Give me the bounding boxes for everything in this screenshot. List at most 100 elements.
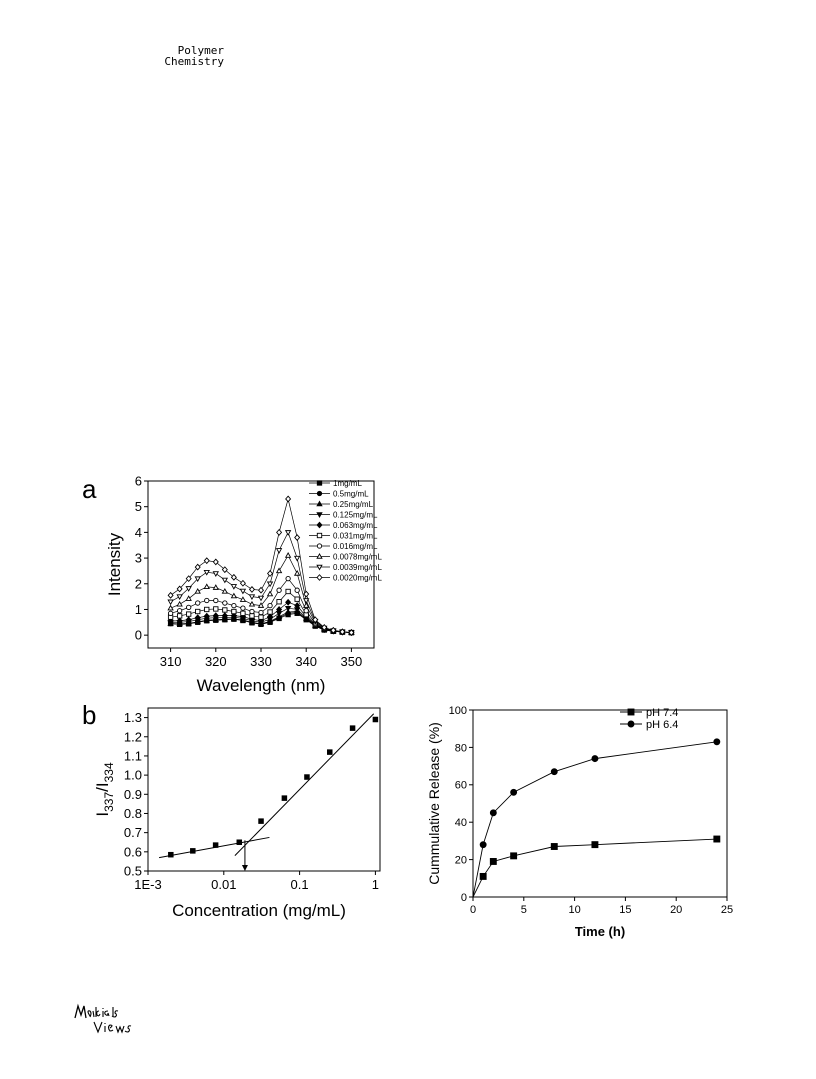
a-data-point bbox=[293, 570, 301, 576]
a-data-point bbox=[267, 602, 273, 609]
b2-plot-frame bbox=[472, 709, 728, 898]
chart-cumulative-release: 0 5 10 15 20 25 0 20 40 60 80 100 pH 7.4pH 6.4 Time (… bbox=[426, 705, 733, 939]
b1-y-axis-title-part: /I bbox=[93, 782, 112, 791]
a-data-point bbox=[285, 598, 292, 606]
a-data-point bbox=[239, 579, 246, 587]
b1-y-tick-label: 0.6 bbox=[124, 844, 142, 859]
a-legend-marker bbox=[316, 490, 323, 497]
b1-data-point bbox=[304, 774, 310, 780]
a-legend-label: 0.031mg/mL bbox=[333, 532, 378, 541]
b2-data-point bbox=[713, 835, 721, 843]
a-data-point bbox=[257, 595, 265, 602]
b2-legend-label: pH 6.4 bbox=[646, 719, 678, 731]
a-data-point bbox=[267, 613, 274, 621]
a-data-point bbox=[294, 587, 300, 593]
a-data-point bbox=[212, 584, 219, 590]
a-legend-label: 0.0020mg/mL bbox=[333, 574, 382, 583]
panel-label-a: a bbox=[82, 474, 97, 504]
b1-y-tick-label: 0.5 bbox=[124, 864, 142, 879]
a-legend-label: 0.0078mg/mL bbox=[333, 553, 382, 562]
a-data-point bbox=[275, 548, 283, 554]
a-data-point bbox=[194, 576, 201, 583]
a-data-point bbox=[195, 600, 201, 606]
b1-data-point bbox=[327, 749, 333, 755]
b1-y-tick-label: 1.0 bbox=[124, 768, 142, 783]
b2-x-tick-label: 25 bbox=[721, 904, 733, 916]
a-data-point bbox=[276, 606, 283, 613]
b1-data-point bbox=[372, 716, 379, 723]
a-x-tick-label: 310 bbox=[160, 654, 182, 669]
b1-data-point bbox=[281, 795, 288, 801]
a-data-point bbox=[276, 599, 282, 605]
b2-y-tick-label: 100 bbox=[449, 705, 467, 717]
b1-data-point bbox=[349, 725, 356, 731]
a-data-point bbox=[248, 594, 256, 601]
a-legend-marker bbox=[316, 500, 323, 507]
b2-y-tick-label: 0 bbox=[461, 892, 467, 904]
a-data-point bbox=[267, 609, 273, 615]
a-data-point bbox=[203, 557, 210, 565]
a-data-point bbox=[257, 617, 265, 625]
a-data-point bbox=[293, 555, 301, 562]
a-y-tick-label: 6 bbox=[135, 474, 142, 489]
a-legend-marker bbox=[316, 521, 323, 529]
b2-data-point bbox=[591, 841, 599, 849]
a-data-point bbox=[266, 581, 274, 588]
a-x-tick-label: 320 bbox=[205, 654, 227, 669]
b1-y-tick-label: 1.3 bbox=[124, 710, 142, 725]
a-data-point bbox=[203, 569, 210, 576]
a-data-point bbox=[204, 606, 210, 613]
a-data-point bbox=[294, 534, 301, 541]
b1-data-point bbox=[212, 842, 219, 848]
a-legend-marker bbox=[316, 532, 323, 539]
b2-legend-label: pH 7.4 bbox=[646, 707, 678, 719]
a-y-tick-label: 1 bbox=[135, 602, 142, 617]
a-legend-label: 1mg/mL bbox=[333, 479, 362, 488]
journal-name: Polymer Chemistry bbox=[158, 45, 224, 67]
a-legend-label: 0.25mg/mL bbox=[333, 500, 374, 509]
b2-data-point bbox=[479, 841, 487, 849]
b1-x-tick-label: 1E-3 bbox=[134, 877, 161, 892]
a-data-point bbox=[266, 590, 274, 597]
a-data-point bbox=[248, 600, 256, 607]
a-data-point bbox=[167, 604, 174, 611]
b2-data-point bbox=[550, 843, 558, 850]
a-data-point bbox=[230, 584, 238, 590]
a-y-tick-label: 4 bbox=[135, 525, 142, 540]
b1-y-axis-title-part: 334 bbox=[102, 762, 116, 782]
panel-label-b: b bbox=[82, 700, 97, 730]
a-legend-label: 0.125mg/mL bbox=[333, 511, 378, 520]
b2-x-tick-label: 20 bbox=[670, 904, 682, 916]
a-data-point bbox=[249, 608, 255, 615]
a-data-point bbox=[204, 597, 210, 604]
b1-cmc-arrow-head bbox=[241, 865, 248, 871]
b1-fit-line bbox=[234, 713, 375, 857]
a-data-point bbox=[249, 613, 255, 619]
a-y-axis-title: Intensity bbox=[105, 532, 124, 596]
a-data-point bbox=[221, 577, 229, 584]
a-data-point bbox=[222, 607, 228, 613]
a-data-point bbox=[194, 614, 201, 622]
a-data-point bbox=[185, 616, 192, 624]
a-legend-marker bbox=[316, 574, 323, 581]
b2-data-point bbox=[479, 872, 487, 880]
a-y-tick-label: 3 bbox=[135, 551, 142, 566]
a-y-tick-label: 5 bbox=[135, 499, 142, 514]
b1-y-tick-label: 1.2 bbox=[124, 729, 142, 744]
a-data-point bbox=[186, 611, 192, 617]
b2-data-point bbox=[489, 809, 497, 817]
a-data-point bbox=[284, 608, 292, 615]
a-data-point bbox=[321, 624, 328, 631]
b1-y-tick-label: 1.1 bbox=[124, 748, 142, 763]
a-x-axis-title: Wavelength (nm) bbox=[197, 676, 326, 695]
a-data-point bbox=[213, 597, 219, 604]
b2-legend-marker bbox=[627, 708, 635, 716]
b1-data-point bbox=[168, 851, 174, 858]
a-data-point bbox=[312, 616, 319, 624]
b2-data-point bbox=[591, 755, 599, 763]
a-data-point bbox=[258, 609, 264, 616]
b2-data-point bbox=[713, 738, 721, 746]
b2-legend-marker bbox=[627, 720, 635, 728]
a-legend-marker bbox=[316, 512, 323, 518]
